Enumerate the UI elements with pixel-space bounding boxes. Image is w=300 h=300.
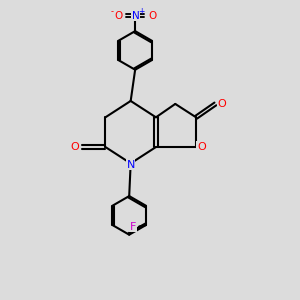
Text: O: O: [197, 142, 206, 152]
Text: O: O: [148, 11, 156, 21]
Text: -: -: [111, 7, 114, 16]
Text: +: +: [138, 7, 145, 16]
Text: O: O: [218, 99, 226, 109]
Text: O: O: [71, 142, 80, 152]
Text: O: O: [114, 11, 122, 21]
Text: N: N: [132, 11, 140, 21]
Text: N: N: [127, 160, 135, 170]
Text: F: F: [130, 221, 136, 232]
